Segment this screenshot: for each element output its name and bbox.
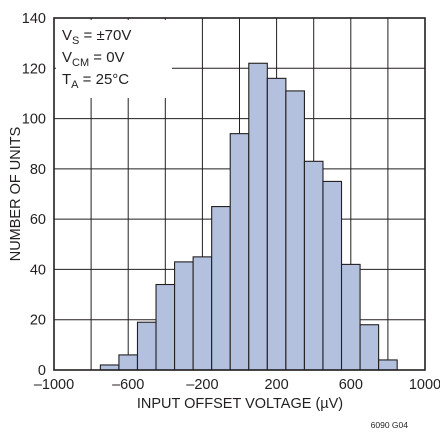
- y-tick-label: 120: [22, 61, 46, 77]
- x-tick-label: 600: [339, 377, 363, 393]
- histogram-bar: [285, 90, 305, 371]
- histogram-bar: [118, 354, 139, 371]
- plot-frame: [53, 17, 426, 371]
- histogram-bar: [192, 256, 213, 371]
- histogram-bar: [322, 180, 343, 371]
- y-tick-label: 0: [38, 363, 46, 379]
- histogram-bar: [266, 77, 287, 371]
- y-tick-label: 60: [30, 212, 46, 228]
- histogram-bar: [248, 62, 268, 371]
- histogram-bars: [99, 62, 398, 371]
- conditions-background: [56, 20, 172, 98]
- x-axis-label: INPUT OFFSET VOLTAGE (µV): [137, 396, 343, 412]
- x-tick-label: –600: [112, 377, 144, 393]
- histogram-bar: [136, 321, 157, 371]
- condition-line: VCM = 0V: [62, 49, 125, 69]
- x-tick-label: –1000: [34, 377, 74, 393]
- y-tick-label: 40: [30, 262, 46, 278]
- histogram-bar: [155, 283, 176, 371]
- y-tick-labels: 0 20 40 60 80 100 120 140: [22, 11, 46, 379]
- figure-code: 6090 G04: [371, 420, 409, 430]
- histogram-bar: [378, 359, 398, 371]
- x-tick-label: –200: [186, 377, 218, 393]
- y-tick-label: 100: [22, 112, 46, 128]
- y-tick-label: 20: [30, 313, 46, 329]
- x-tick-labels: –1000 –600 –200 200 600 1000: [34, 377, 440, 393]
- y-tick-label: 140: [22, 11, 46, 27]
- histogram-bar: [229, 133, 250, 371]
- histogram-bar: [359, 324, 380, 371]
- histogram-bar: [174, 261, 194, 371]
- histogram-bar: [303, 160, 324, 371]
- x-tick-label: 1000: [409, 377, 440, 393]
- histogram-bar: [340, 263, 361, 371]
- x-tick-label: 200: [264, 377, 288, 393]
- condition-line: VS = ±70V: [62, 27, 131, 47]
- y-tick-label: 80: [30, 162, 46, 178]
- y-axis-label: NUMBER OF UNITS: [8, 127, 24, 262]
- histogram-bar: [211, 206, 231, 371]
- condition-line: TA = 25°C: [62, 71, 129, 91]
